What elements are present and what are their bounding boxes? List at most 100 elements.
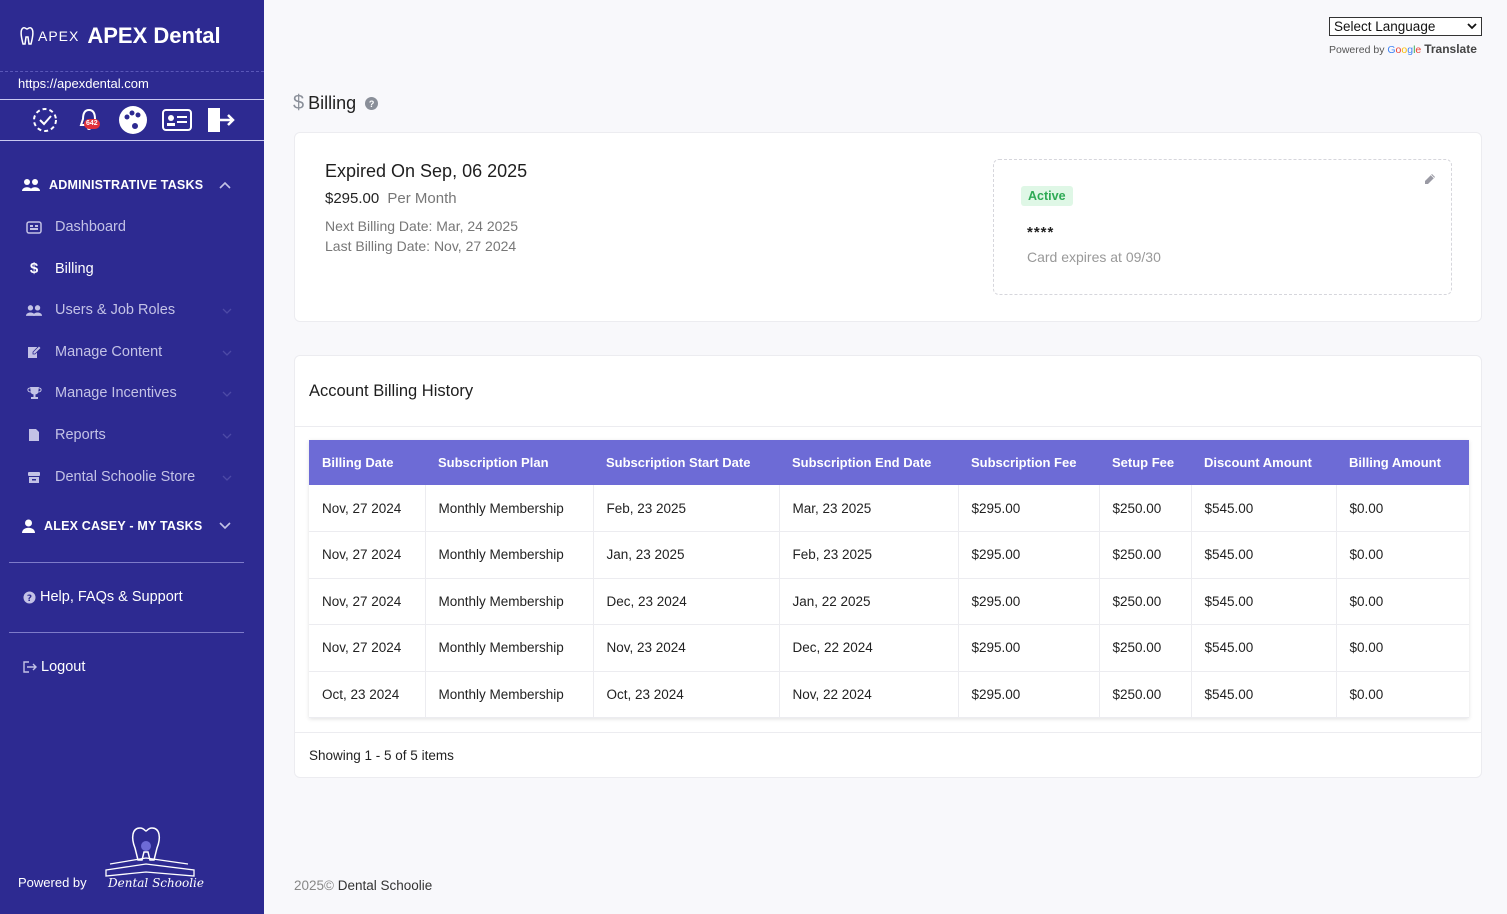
store-icon bbox=[26, 471, 42, 484]
table-cell: Jan, 23 2025 bbox=[593, 531, 780, 579]
notification-badge: 642 bbox=[84, 119, 100, 129]
my-tasks-label: ALEX CASEY - MY TASKS bbox=[44, 519, 203, 533]
sidebar-item-label: Users & Job Roles bbox=[55, 302, 176, 318]
google-logo: Google bbox=[1387, 44, 1422, 56]
table-cell: $0.00 bbox=[1336, 671, 1469, 718]
language-select[interactable]: Select Language bbox=[1329, 17, 1482, 36]
table-cell: $545.00 bbox=[1191, 485, 1337, 532]
column-header[interactable]: Billing Amount bbox=[1336, 440, 1469, 485]
table-header-row: Billing Date Subscription Plan Subscript… bbox=[309, 440, 1469, 485]
chevron-down-icon bbox=[1467, 19, 1477, 37]
sidebar: APEX APEX Dental https://apexdental.com … bbox=[0, 0, 264, 914]
table-cell: Feb, 23 2025 bbox=[779, 531, 959, 579]
table-cell: Mar, 23 2025 bbox=[779, 485, 959, 532]
notification-bell-icon[interactable]: 642 bbox=[74, 105, 104, 135]
pagination-summary: Showing 1 - 5 of 5 items bbox=[309, 748, 454, 763]
logo-text: APEX bbox=[38, 27, 80, 44]
sidebar-item-label: Billing bbox=[55, 260, 94, 277]
sidebar-item-store[interactable]: Dental Schoolie Store bbox=[26, 469, 236, 485]
brand-header[interactable]: APEX APEX Dental bbox=[0, 0, 264, 72]
card-divider bbox=[295, 426, 1481, 427]
footer-year: 2025© bbox=[294, 878, 334, 893]
task-check-icon[interactable] bbox=[30, 105, 60, 135]
sidebar-item-billing[interactable]: $ Billing bbox=[26, 260, 236, 277]
help-question-icon[interactable]: ? bbox=[365, 97, 379, 110]
table-cell: $250.00 bbox=[1099, 531, 1192, 579]
table-cell: Nov, 27 2024 bbox=[309, 578, 426, 625]
sidebar-item-dashboard[interactable]: Dashboard bbox=[26, 219, 236, 235]
powered-by-label: Powered by bbox=[1329, 44, 1385, 56]
column-header[interactable]: Discount Amount bbox=[1191, 440, 1336, 485]
id-card-icon[interactable] bbox=[162, 105, 192, 135]
brand-name: APEX Dental bbox=[87, 22, 221, 48]
sidebar-item-manage-content[interactable]: Manage Content bbox=[26, 344, 236, 360]
table-cell: $250.00 bbox=[1099, 578, 1192, 625]
column-header[interactable]: Subscription Fee bbox=[958, 440, 1099, 485]
quick-icons: 642 bbox=[0, 100, 264, 141]
question-circle-icon: ? bbox=[23, 591, 36, 604]
edit-pencil-icon[interactable] bbox=[1423, 172, 1437, 191]
table-cell: Nov, 27 2024 bbox=[309, 624, 426, 672]
plan-price: $295.00 Per Month bbox=[325, 190, 457, 207]
table-cell: $0.00 bbox=[1336, 485, 1469, 532]
table-row: Nov, 27 2024 Monthly Membership Nov, 23 … bbox=[309, 624, 1469, 672]
palette-icon[interactable] bbox=[118, 105, 148, 135]
table-cell: $545.00 bbox=[1191, 624, 1337, 672]
table-cell: Oct, 23 2024 bbox=[593, 671, 780, 718]
column-header[interactable]: Setup Fee bbox=[1099, 440, 1191, 485]
table-cell: Nov, 22 2024 bbox=[779, 671, 959, 718]
chevron-down-icon bbox=[222, 385, 232, 401]
sidebar-divider bbox=[9, 632, 244, 633]
admin-tasks-label: ADMINISTRATIVE TASKS bbox=[49, 178, 204, 192]
table-cell: Jan, 22 2025 bbox=[779, 578, 959, 625]
payment-method-box: Active **** Card expires at 09/30 bbox=[993, 159, 1452, 295]
sidebar-item-label: Dental Schoolie Store bbox=[55, 469, 196, 485]
billing-history-title: Account Billing History bbox=[309, 382, 474, 400]
logout-link[interactable]: Logout bbox=[23, 659, 85, 675]
svg-text:?: ? bbox=[27, 594, 32, 604]
chevron-down-icon bbox=[222, 469, 232, 485]
help-label: Help, FAQs & Support bbox=[40, 589, 183, 605]
logout-icon bbox=[23, 661, 37, 673]
chevron-up-icon bbox=[219, 178, 231, 192]
dental-schoolie-wordmark: Dental Schoolie bbox=[108, 876, 204, 890]
sidebar-item-label: Manage Incentives bbox=[55, 385, 177, 401]
sidebar-item-label: Manage Content bbox=[55, 344, 163, 360]
table-row: Nov, 27 2024 Monthly Membership Jan, 23 … bbox=[309, 531, 1469, 579]
help-link[interactable]: ? Help, FAQs & Support bbox=[23, 589, 183, 605]
sidebar-item-manage-incentives[interactable]: Manage Incentives bbox=[26, 385, 236, 401]
exit-door-icon[interactable] bbox=[206, 105, 236, 135]
price-amount: $295.00 bbox=[325, 190, 380, 207]
file-icon bbox=[26, 428, 42, 442]
table-cell: $250.00 bbox=[1099, 671, 1192, 718]
translate-link[interactable]: Translate bbox=[1424, 42, 1477, 56]
chevron-down-icon bbox=[219, 519, 231, 533]
table-cell: Dec, 22 2024 bbox=[779, 624, 959, 672]
footer-company[interactable]: Dental Schoolie bbox=[337, 878, 433, 893]
last-billing-date: Last Billing Date: Nov, 27 2024 bbox=[325, 238, 517, 254]
price-period: Per Month bbox=[387, 190, 457, 207]
logout-label: Logout bbox=[41, 659, 86, 675]
table-cell: $250.00 bbox=[1099, 485, 1192, 532]
column-header[interactable]: Billing Date bbox=[309, 440, 425, 485]
admin-tasks-section[interactable]: ADMINISTRATIVE TASKS bbox=[22, 178, 231, 192]
table-cell: $295.00 bbox=[958, 624, 1100, 672]
table-cell: $0.00 bbox=[1336, 578, 1469, 625]
site-url[interactable]: https://apexdental.com bbox=[0, 72, 264, 100]
edit-icon bbox=[26, 345, 42, 359]
table-cell: Dec, 23 2024 bbox=[593, 578, 780, 625]
table-row: Nov, 27 2024 Monthly Membership Feb, 23 … bbox=[309, 485, 1469, 532]
chevron-down-icon bbox=[222, 344, 232, 360]
table-cell: $545.00 bbox=[1191, 671, 1337, 718]
my-tasks-section[interactable]: ALEX CASEY - MY TASKS bbox=[22, 519, 231, 533]
user-icon bbox=[22, 519, 36, 533]
column-header[interactable]: Subscription End Date bbox=[779, 440, 958, 485]
trophy-icon bbox=[26, 386, 42, 400]
chevron-down-icon bbox=[222, 427, 232, 443]
column-header[interactable]: Subscription Start Date bbox=[593, 440, 779, 485]
sidebar-item-users[interactable]: Users & Job Roles bbox=[26, 302, 236, 318]
column-header[interactable]: Subscription Plan bbox=[425, 440, 593, 485]
subscription-card: Expired On Sep, 06 2025 $295.00 Per Mont… bbox=[294, 132, 1482, 322]
sidebar-item-reports[interactable]: Reports bbox=[26, 427, 236, 443]
table-cell: Monthly Membership bbox=[425, 485, 594, 532]
